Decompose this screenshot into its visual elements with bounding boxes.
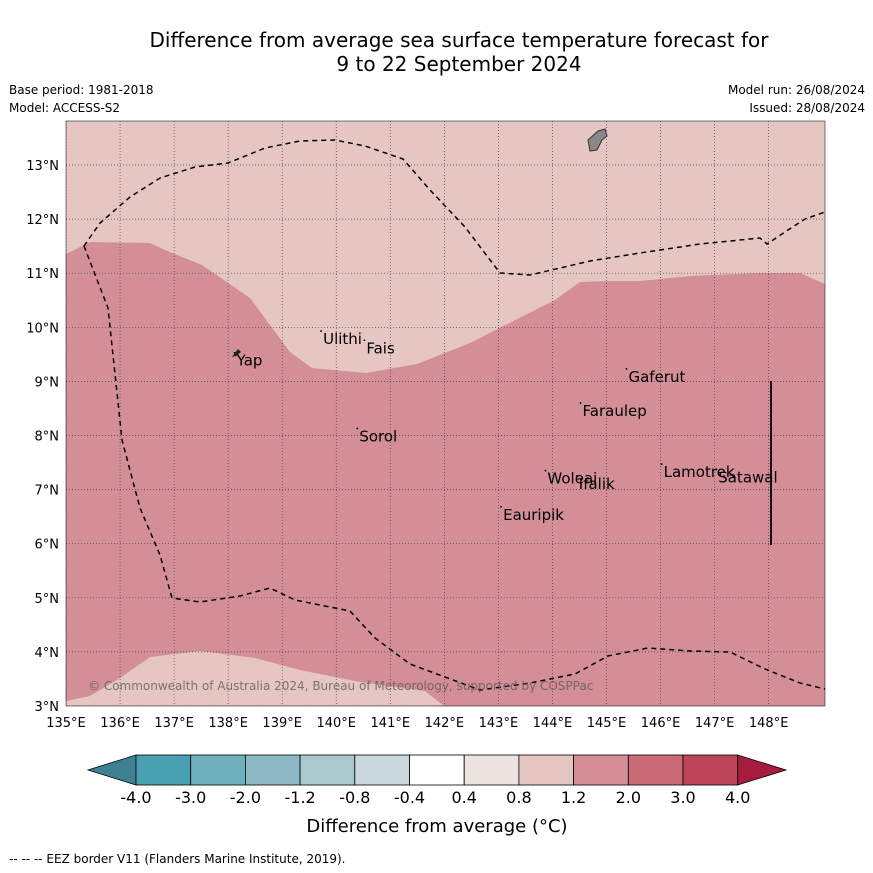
lat-tick-label: 7°N bbox=[35, 484, 60, 499]
lat-tick-label: 13°N bbox=[26, 159, 59, 174]
meta-right: Model run: 26/08/2024 Issued: 28/08/2024 bbox=[728, 81, 865, 117]
meta-left: Base period: 1981-2018 Model: ACCESS-S2 bbox=[9, 81, 154, 117]
lon-tick-label: 146°E bbox=[641, 716, 681, 731]
colorbar-segment bbox=[299, 754, 356, 786]
lat-tick-label: 11°N bbox=[26, 267, 59, 282]
colorbar-tick-label: -4.0 bbox=[120, 788, 151, 807]
eez-border-line-north bbox=[83, 139, 825, 276]
lat-tick-label: 8°N bbox=[35, 430, 60, 445]
colorbar-segment bbox=[682, 754, 739, 786]
lat-tick-label: 6°N bbox=[35, 538, 60, 553]
title-line-1: Difference from average sea surface temp… bbox=[149, 28, 769, 52]
base-period: Base period: 1981-2018 bbox=[9, 83, 154, 97]
colorbar-tick-label: 0.4 bbox=[451, 788, 476, 807]
colorbar-extend-low bbox=[86, 754, 137, 786]
lat-tick-label: 12°N bbox=[26, 213, 59, 228]
colorbar-tick-label: -2.0 bbox=[230, 788, 261, 807]
colorbar-tick-label: 3.0 bbox=[670, 788, 695, 807]
map-frame bbox=[65, 120, 826, 707]
colorbar-extend-high bbox=[737, 754, 788, 786]
place-label-ulithi: Ulithi bbox=[323, 330, 362, 348]
yap-island bbox=[232, 349, 241, 357]
model-name: Model: ACCESS-S2 bbox=[9, 101, 121, 115]
place-marker-gaferut bbox=[625, 368, 628, 370]
colorbar: -4.0 -3.0 -2.0 -1.2 -0.8 -0.4 0.4 0.8 1.2 2.0 3.0 4… bbox=[86, 754, 788, 807]
place-marker-ulithi bbox=[320, 330, 323, 332]
lon-tick-label: 136°E bbox=[100, 716, 140, 731]
colorbar-segment bbox=[463, 754, 520, 786]
model-run: Model run: 26/08/2024 bbox=[727, 83, 865, 97]
place-label-woleai: Woleai bbox=[547, 470, 597, 488]
place-label-satawal: Satawal bbox=[718, 469, 777, 487]
colorbar-tick-label: -3.0 bbox=[175, 788, 206, 807]
lon-tick-label: 139°E bbox=[262, 716, 302, 731]
lon-tick-label: 141°E bbox=[371, 716, 411, 731]
colorbar-segment bbox=[409, 754, 465, 786]
colorbar-title: Difference from average (°C) bbox=[306, 816, 567, 837]
colorbar-segment bbox=[190, 754, 246, 786]
eez-border-line bbox=[83, 245, 825, 691]
place-label-ifalik: Ifalik bbox=[579, 475, 615, 493]
lat-tick-label: 4°N bbox=[35, 646, 60, 661]
place-marker-eauripik bbox=[500, 506, 503, 508]
colorbar-segment bbox=[518, 754, 575, 786]
lat-tick-label: 5°N bbox=[35, 592, 60, 607]
colorbar-segment bbox=[244, 754, 301, 786]
copyright-notice: © Commonwealth of Australia 2024, Bureau… bbox=[88, 679, 593, 693]
anomaly-region-dark bbox=[66, 242, 825, 706]
lon-tick-label: 147°E bbox=[695, 716, 735, 731]
place-marker-faraulep bbox=[579, 402, 582, 404]
place-marker-lamotrek bbox=[660, 463, 663, 466]
colorbar-segment bbox=[135, 754, 192, 786]
lat-tick-label: 9°N bbox=[35, 375, 60, 390]
colorbar-tick-label: 0.8 bbox=[506, 788, 531, 807]
colorbar-segment bbox=[354, 754, 410, 786]
lat-tick-label: 3°N bbox=[35, 700, 60, 715]
lon-tick-label: 143°E bbox=[479, 716, 519, 731]
title-line-2: 9 to 22 September 2024 bbox=[336, 52, 582, 76]
colorbar-tick-label: -0.8 bbox=[339, 788, 370, 807]
colorbar-tick-label: -0.4 bbox=[394, 788, 425, 807]
lon-tick-label: 144°E bbox=[533, 716, 573, 731]
lon-tick-label: 140°E bbox=[316, 716, 356, 731]
place-marker-satawal bbox=[715, 468, 718, 471]
lon-tick-label: 145°E bbox=[587, 716, 627, 731]
place-marker-ifalik bbox=[575, 475, 578, 477]
lon-tick-label: 142°E bbox=[425, 716, 465, 731]
place-label-sorol: Sorol bbox=[359, 427, 397, 445]
place-label-faraulep: Faraulep bbox=[583, 402, 647, 420]
colorbar-segment bbox=[627, 754, 684, 786]
lon-tick-label: 138°E bbox=[208, 716, 248, 731]
lat-tick-label: 10°N bbox=[26, 321, 59, 336]
grid-lines bbox=[66, 121, 825, 706]
guam-island bbox=[587, 128, 608, 152]
lon-tick-label: 135°E bbox=[46, 716, 86, 731]
place-label-yap: Yap bbox=[236, 352, 263, 370]
place-marker-woleai bbox=[544, 469, 547, 472]
place-label-gaferut: Gaferut bbox=[628, 368, 685, 386]
place-label-lamotrek: Lamotrek bbox=[664, 463, 735, 481]
place-label-fais: Fais bbox=[366, 339, 395, 357]
colorbar-tick-label: 4.0 bbox=[725, 788, 750, 807]
colorbar-segment bbox=[573, 754, 629, 786]
colorbar-tick-label: -1.2 bbox=[284, 788, 315, 807]
chart-title: Difference from average sea surface temp… bbox=[0, 28, 873, 76]
colorbar-tick-label: 1.2 bbox=[561, 788, 586, 807]
issued-date: Issued: 28/08/2024 bbox=[749, 101, 865, 115]
place-label-eauripik: Eauripik bbox=[503, 506, 564, 524]
latitude-axis: 3°N 4°N 5°N 6°N 7°N 8°N 9°N 10°N 11°N 12°N 13°N bbox=[26, 159, 59, 715]
lon-tick-label: 137°E bbox=[154, 716, 194, 731]
place-marker-fais bbox=[363, 339, 366, 342]
place-marker-yap bbox=[233, 351, 236, 354]
lon-tick-label: 148°E bbox=[749, 716, 789, 731]
longitude-axis: 135°E 136°E 137°E 138°E 139°E 140°E 141°E 142°E… bbox=[46, 716, 788, 731]
place-marker-sorol bbox=[356, 427, 359, 430]
eez-footnote: -- -- -- EEZ border V11 (Flanders Marine… bbox=[9, 852, 346, 866]
colorbar-tick-label: 2.0 bbox=[616, 788, 641, 807]
